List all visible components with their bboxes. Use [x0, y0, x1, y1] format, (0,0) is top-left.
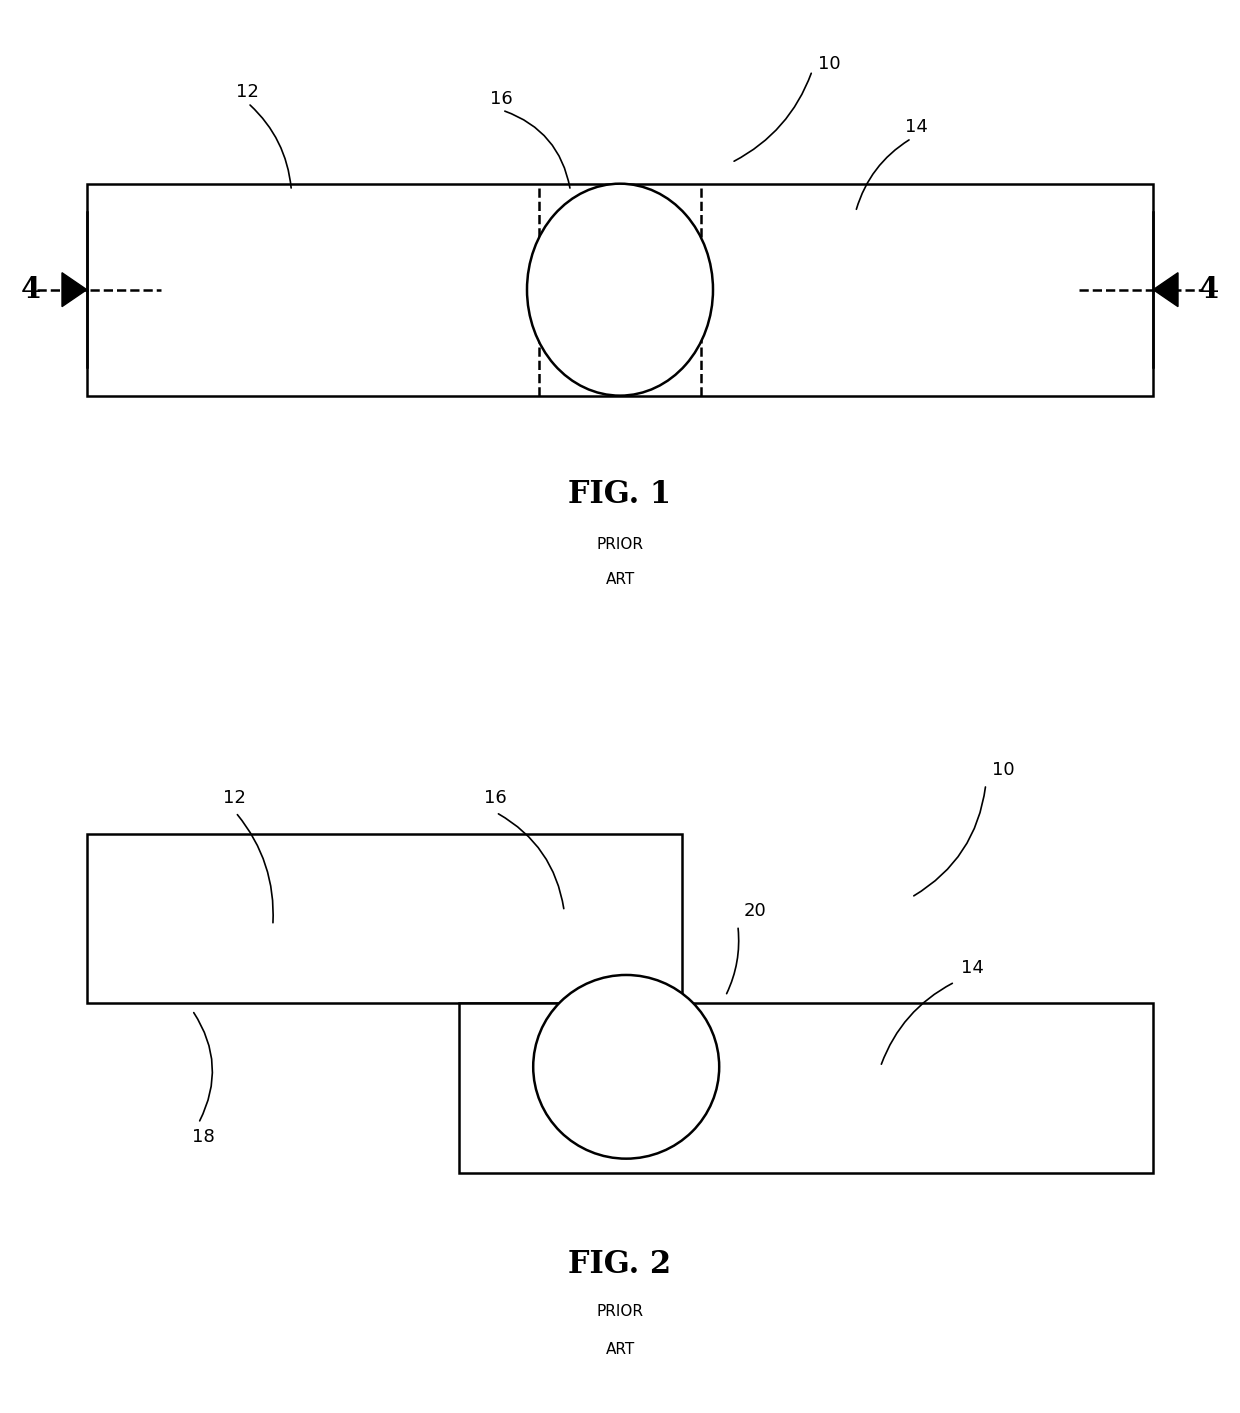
- Text: 4: 4: [21, 276, 41, 304]
- Text: FIG. 2: FIG. 2: [568, 1249, 672, 1280]
- Text: ART: ART: [605, 572, 635, 586]
- Text: 12: 12: [236, 83, 258, 100]
- Text: 10: 10: [992, 762, 1014, 779]
- Text: 14: 14: [905, 119, 928, 136]
- Text: ART: ART: [605, 1342, 635, 1356]
- Bar: [459, 1003, 1153, 1173]
- Text: 18: 18: [192, 1129, 215, 1146]
- Text: 10: 10: [818, 55, 841, 72]
- Text: 4: 4: [1199, 276, 1219, 304]
- Bar: [87, 184, 1153, 396]
- Bar: [87, 834, 682, 1003]
- Text: 12: 12: [223, 790, 246, 807]
- Text: FIG. 1: FIG. 1: [568, 479, 672, 510]
- Text: PRIOR: PRIOR: [596, 537, 644, 551]
- Polygon shape: [62, 273, 87, 307]
- Text: 16: 16: [484, 790, 506, 807]
- Polygon shape: [1153, 273, 1178, 307]
- Ellipse shape: [527, 184, 713, 396]
- Text: 16: 16: [490, 90, 512, 107]
- Text: 14: 14: [961, 959, 983, 976]
- Text: PRIOR: PRIOR: [596, 1304, 644, 1318]
- Text: 20: 20: [744, 903, 766, 920]
- Ellipse shape: [533, 975, 719, 1159]
